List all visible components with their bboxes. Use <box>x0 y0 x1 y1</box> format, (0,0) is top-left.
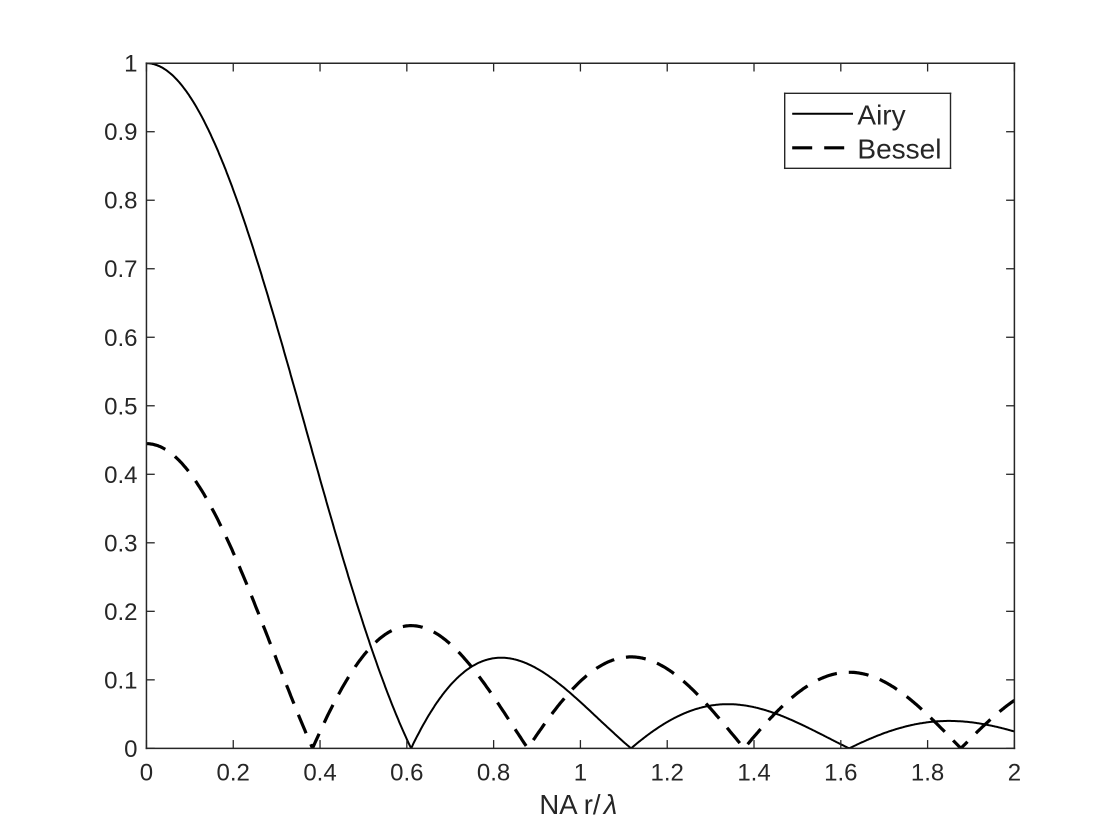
svg-text:0.1: 0.1 <box>104 667 137 694</box>
svg-text:2: 2 <box>1008 759 1021 786</box>
svg-text:0.4: 0.4 <box>303 759 336 786</box>
svg-text:1: 1 <box>574 759 587 786</box>
svg-text:1.4: 1.4 <box>737 759 770 786</box>
svg-text:0.6: 0.6 <box>104 325 137 352</box>
svg-text:0: 0 <box>140 759 153 786</box>
svg-text:NA r/λ: NA r/λ <box>539 789 617 820</box>
svg-text:0.4: 0.4 <box>104 462 137 489</box>
svg-text:0.2: 0.2 <box>217 759 250 786</box>
svg-text:Airy: Airy <box>857 99 905 130</box>
svg-text:1.6: 1.6 <box>824 759 857 786</box>
svg-text:0: 0 <box>124 736 137 763</box>
svg-text:0.2: 0.2 <box>104 599 137 626</box>
svg-text:0.5: 0.5 <box>104 393 137 420</box>
svg-text:0.3: 0.3 <box>104 530 137 557</box>
svg-text:0.7: 0.7 <box>104 256 137 283</box>
svg-text:0.8: 0.8 <box>104 188 137 215</box>
svg-text:Bessel: Bessel <box>857 133 941 164</box>
svg-text:0.9: 0.9 <box>104 119 137 146</box>
svg-text:1.8: 1.8 <box>911 759 944 786</box>
svg-text:1.2: 1.2 <box>651 759 684 786</box>
svg-text:0.6: 0.6 <box>390 759 423 786</box>
svg-text:1: 1 <box>124 51 137 78</box>
svg-text:0.8: 0.8 <box>477 759 510 786</box>
